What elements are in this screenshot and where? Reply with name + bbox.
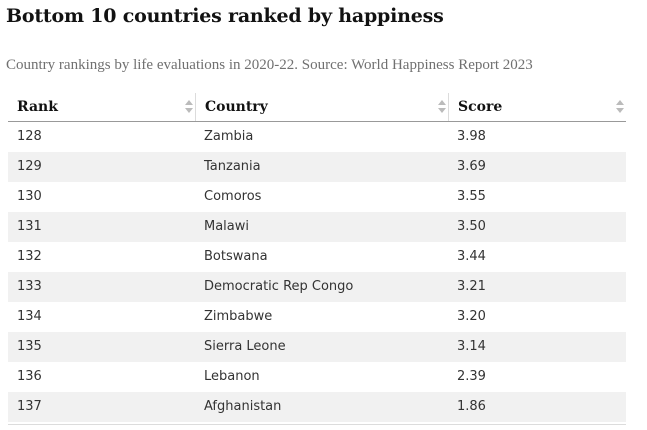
happiness-table: Rank Country Score 128 Zambia 3.98 129 T… bbox=[8, 93, 626, 425]
country-cell: Comoros bbox=[204, 189, 262, 204]
table-row: 135 Sierra Leone 3.14 bbox=[8, 332, 626, 362]
table-row: 134 Zimbabwe 3.20 bbox=[8, 302, 626, 332]
table-row: 133 Democratic Rep Congo 3.21 bbox=[8, 272, 626, 302]
country-cell: Democratic Rep Congo bbox=[204, 279, 354, 294]
rank-cell: 133 bbox=[17, 279, 42, 294]
table-row: 130 Comoros 3.55 bbox=[8, 182, 626, 212]
country-cell: Botswana bbox=[204, 249, 268, 264]
chart-subtitle: Country rankings by life evaluations in … bbox=[6, 57, 533, 73]
table-row: 129 Tanzania 3.69 bbox=[8, 152, 626, 182]
score-cell: 3.69 bbox=[457, 159, 486, 174]
table-row: 137 Afghanistan 1.86 bbox=[8, 392, 626, 422]
country-cell: Zimbabwe bbox=[204, 309, 273, 324]
rank-cell: 131 bbox=[17, 219, 42, 234]
column-header-label: Rank bbox=[17, 99, 58, 115]
score-cell: 3.50 bbox=[457, 219, 486, 234]
column-header-label: Country bbox=[205, 99, 268, 115]
rank-cell: 134 bbox=[17, 309, 42, 324]
table-row: 132 Botswana 3.44 bbox=[8, 242, 626, 272]
sort-arrows-icon[interactable] bbox=[438, 100, 446, 114]
country-cell: Malawi bbox=[204, 219, 250, 234]
score-cell: 1.86 bbox=[457, 399, 486, 414]
rank-cell: 129 bbox=[17, 159, 42, 174]
score-cell: 3.21 bbox=[457, 279, 486, 294]
sort-arrows-icon[interactable] bbox=[185, 100, 193, 114]
table-header: Rank Country Score bbox=[8, 93, 626, 122]
country-cell: Zambia bbox=[204, 129, 254, 144]
rank-cell: 130 bbox=[17, 189, 42, 204]
rank-cell: 136 bbox=[17, 369, 42, 384]
table-row: 136 Lebanon 2.39 bbox=[8, 362, 626, 392]
score-cell: 3.14 bbox=[457, 339, 486, 354]
score-cell: 2.39 bbox=[457, 369, 486, 384]
sort-arrows-icon[interactable] bbox=[616, 100, 624, 114]
rank-cell: 132 bbox=[17, 249, 42, 264]
rank-cell: 135 bbox=[17, 339, 42, 354]
score-cell: 3.20 bbox=[457, 309, 486, 324]
table-row: 128 Zambia 3.98 bbox=[8, 122, 626, 152]
country-cell: Afghanistan bbox=[204, 399, 282, 414]
country-cell: Lebanon bbox=[204, 369, 260, 384]
chart-title: Bottom 10 countries ranked by happiness bbox=[6, 5, 444, 27]
rank-cell: 137 bbox=[17, 399, 42, 414]
score-cell: 3.44 bbox=[457, 249, 486, 264]
rank-cell: 128 bbox=[17, 129, 42, 144]
country-cell: Tanzania bbox=[204, 159, 261, 174]
column-header-rank[interactable]: Rank bbox=[8, 93, 195, 121]
column-header-label: Score bbox=[458, 99, 503, 115]
table-body: 128 Zambia 3.98 129 Tanzania 3.69 130 Co… bbox=[8, 122, 626, 422]
table-bottom-divider bbox=[8, 424, 626, 425]
column-header-score[interactable]: Score bbox=[448, 93, 626, 121]
score-cell: 3.55 bbox=[457, 189, 486, 204]
country-cell: Sierra Leone bbox=[204, 339, 286, 354]
table-row: 131 Malawi 3.50 bbox=[8, 212, 626, 242]
column-header-country[interactable]: Country bbox=[195, 93, 448, 121]
score-cell: 3.98 bbox=[457, 129, 486, 144]
